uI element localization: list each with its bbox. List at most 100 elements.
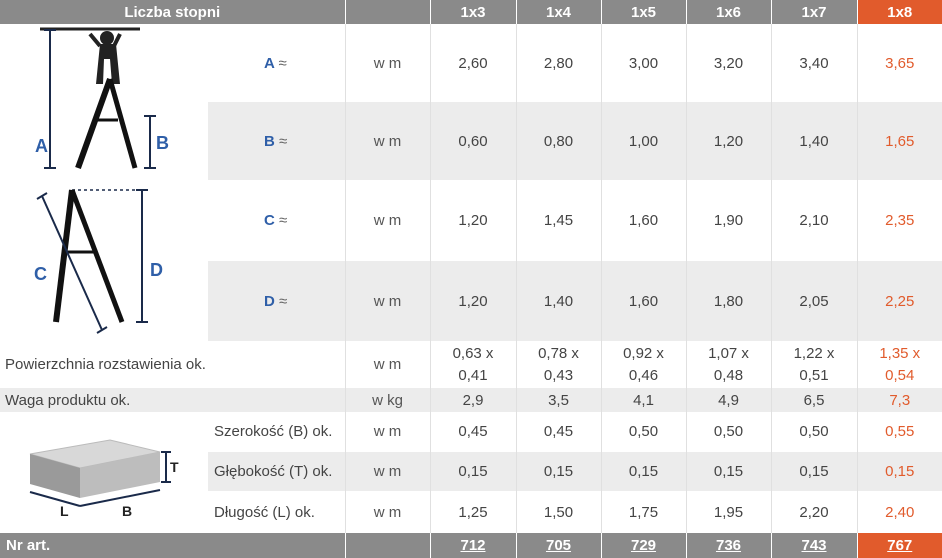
value-cell: 1,00 bbox=[601, 102, 686, 180]
table-row-weight: Waga produktu ok. w kg 2,9 3,5 4,1 4,9 6… bbox=[0, 388, 942, 412]
value-cell-highlight: 2,40 bbox=[857, 491, 942, 533]
value-cell-highlight: 2,25 bbox=[857, 261, 942, 341]
package-diagram: T L B bbox=[0, 412, 208, 533]
value-cell: 2,05 bbox=[771, 261, 857, 341]
surface-value-line: 1,22 x bbox=[772, 343, 857, 365]
value-cell: 3,20 bbox=[686, 24, 771, 102]
approx-sign: ≈ bbox=[279, 133, 287, 150]
surface-value-line: 0,92 x bbox=[602, 343, 686, 365]
header-col: 1x7 bbox=[771, 0, 857, 24]
unit-cell: w m bbox=[345, 102, 430, 180]
value-cell: 0,45 bbox=[516, 412, 601, 452]
value-cell: 1,95 bbox=[686, 491, 771, 533]
key-b: B ≈ bbox=[208, 102, 345, 180]
package-box-illustration: T L B bbox=[0, 412, 208, 529]
value-cell: 1,90 bbox=[686, 180, 771, 261]
value-cell: 1,80 bbox=[686, 261, 771, 341]
value-cell: 1,40 bbox=[771, 102, 857, 180]
value-cell: 2,10 bbox=[771, 180, 857, 261]
table-row-a: A B A ≈ w m 2,60 2,80 3,00 3,20 3,40 3,6… bbox=[0, 24, 942, 102]
surface-value-line: 0,54 bbox=[858, 365, 942, 387]
value-cell: 1,20 bbox=[686, 102, 771, 180]
value-cell: 1,25 bbox=[430, 491, 516, 533]
value-cell: 2,9 bbox=[430, 388, 516, 412]
surface-value-line: 0,48 bbox=[687, 365, 771, 387]
ladder-folded-illustration: D C bbox=[0, 180, 208, 337]
value-cell: 0,60 bbox=[430, 102, 516, 180]
ladder-top-diagram: A B bbox=[0, 24, 208, 180]
unit-cell: w m bbox=[345, 341, 430, 388]
surface-value-line: 0,43 bbox=[517, 365, 601, 387]
approx-sign: ≈ bbox=[279, 212, 287, 229]
header-col: 1x6 bbox=[686, 0, 771, 24]
value-cell: 1,60 bbox=[601, 180, 686, 261]
weight-label: Waga produktu ok. bbox=[0, 388, 345, 412]
header-col: 1x3 bbox=[430, 0, 516, 24]
value-cell: 1,20 bbox=[430, 180, 516, 261]
surface-value-line: 0,51 bbox=[772, 365, 857, 387]
value-cell: 3,5 bbox=[516, 388, 601, 412]
table-row-c: D C C ≈ w m 1,20 1,45 1,60 1,90 2,10 2,3… bbox=[0, 180, 942, 261]
label-b: B bbox=[156, 133, 169, 153]
value-cell: 0,50 bbox=[686, 412, 771, 452]
table-row-width: T L B Szerokość (B) ok. w m 0,45 0,45 0,… bbox=[0, 412, 942, 452]
value-cell: 0,15 bbox=[771, 452, 857, 492]
value-cell: 2,60 bbox=[430, 24, 516, 102]
surface-value-line: 0,41 bbox=[431, 365, 516, 387]
value-cell: 4,9 bbox=[686, 388, 771, 412]
value-cell-highlight: 0,15 bbox=[857, 452, 942, 492]
header-col: 1x5 bbox=[601, 0, 686, 24]
key-d: D ≈ bbox=[208, 261, 345, 341]
value-cell-highlight: 2,35 bbox=[857, 180, 942, 261]
value-cell-highlight: 1,65 bbox=[857, 102, 942, 180]
value-cell-highlight: 0,55 bbox=[857, 412, 942, 452]
value-cell: 0,15 bbox=[430, 452, 516, 492]
spec-table-container: Liczba stopni 1x3 1x4 1x5 1x6 1x7 1x8 A bbox=[0, 0, 942, 546]
ladder-bottom-diagram: D C bbox=[0, 180, 208, 341]
value-cell: 1,45 bbox=[516, 180, 601, 261]
unit-cell: w m bbox=[345, 180, 430, 261]
value-cell: 3,00 bbox=[601, 24, 686, 102]
key-a: A ≈ bbox=[208, 24, 345, 102]
surface-value-line: 0,46 bbox=[602, 365, 686, 387]
header-title: Liczba stopni bbox=[0, 0, 345, 24]
table-row-surface: Powierzchnia rozstawienia ok. w m 0,63 x… bbox=[0, 341, 942, 388]
value-cell: 0,80 bbox=[516, 102, 601, 180]
surface-value-line: 0,78 x bbox=[517, 343, 601, 365]
label-c: C bbox=[34, 264, 47, 284]
value-cell-highlight: 7,3 bbox=[857, 388, 942, 412]
value-cell: 1,20 bbox=[430, 261, 516, 341]
width-label: Szerokość (B) ok. bbox=[208, 412, 345, 452]
value-cell: 0,50 bbox=[601, 412, 686, 452]
value-cell: 0,50 bbox=[771, 412, 857, 452]
header-col: 1x4 bbox=[516, 0, 601, 24]
label-a: A bbox=[35, 136, 48, 156]
key-c: C ≈ bbox=[208, 180, 345, 261]
label-l: L bbox=[60, 503, 69, 519]
header-row: Liczba stopni 1x3 1x4 1x5 1x6 1x7 1x8 bbox=[0, 0, 942, 24]
value-cell: 0,15 bbox=[686, 452, 771, 492]
header-unit-cell bbox=[345, 0, 430, 24]
unit-cell: w m bbox=[345, 412, 430, 452]
approx-sign: ≈ bbox=[278, 55, 286, 72]
key-d-letter: D bbox=[264, 293, 275, 310]
header-col-highlight: 1x8 bbox=[857, 0, 942, 24]
value-cell: 0,45 bbox=[430, 412, 516, 452]
key-a-letter: A bbox=[264, 55, 274, 72]
depth-label: Głębokość (T) ok. bbox=[208, 452, 345, 492]
label-d: D bbox=[150, 260, 163, 280]
value-cell: 1,75 bbox=[601, 491, 686, 533]
value-cell: 0,15 bbox=[601, 452, 686, 492]
key-c-letter: C bbox=[264, 212, 275, 229]
ladder-open-illustration: A B bbox=[0, 24, 208, 176]
value-cell: 1,60 bbox=[601, 261, 686, 341]
unit-cell: w m bbox=[345, 491, 430, 533]
value-cell: 3,40 bbox=[771, 24, 857, 102]
value-cell: 4,1 bbox=[601, 388, 686, 412]
unit-cell: w m bbox=[345, 452, 430, 492]
unit-cell: w kg bbox=[345, 388, 430, 412]
